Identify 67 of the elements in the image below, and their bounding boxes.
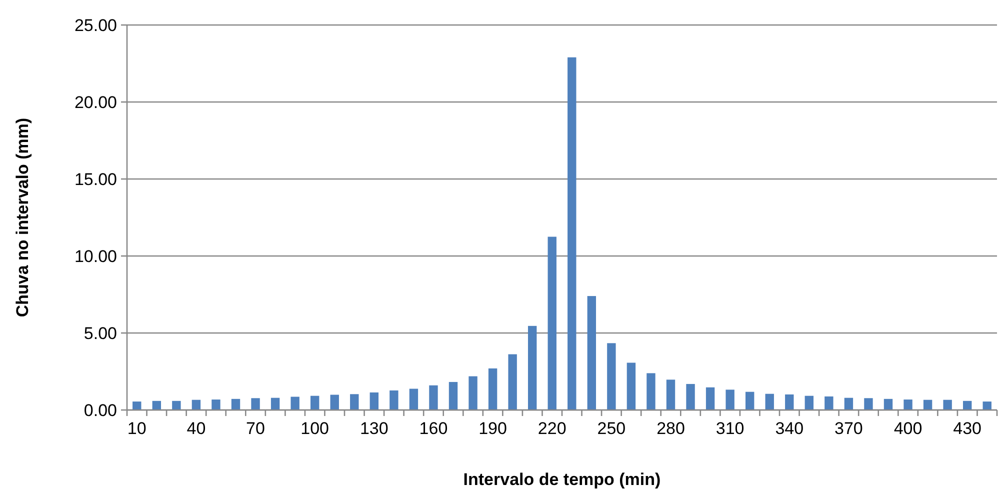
bar <box>884 398 893 410</box>
bar <box>310 396 320 410</box>
bar <box>350 394 359 410</box>
y-tick-label: 25.00 <box>74 16 117 35</box>
x-tick-label: 160 <box>419 419 448 438</box>
bar <box>251 398 260 410</box>
bar <box>192 400 201 410</box>
x-tick-label: 310 <box>716 419 744 438</box>
bar <box>962 400 972 410</box>
bar <box>172 400 181 410</box>
x-axis-title: Intervalo de tempo (min) <box>463 470 661 489</box>
bar <box>904 400 912 410</box>
bar <box>745 392 754 410</box>
bar <box>726 390 734 410</box>
bar <box>231 398 240 410</box>
bar <box>923 400 932 410</box>
bar <box>626 362 636 410</box>
bar <box>132 402 142 410</box>
bar <box>429 385 438 410</box>
bar <box>390 390 398 410</box>
bar <box>488 368 498 410</box>
bar <box>686 384 695 410</box>
bar <box>448 382 458 410</box>
bar <box>468 376 478 410</box>
bar <box>666 380 676 410</box>
bar <box>528 326 537 410</box>
x-tick-label: 400 <box>894 419 922 438</box>
y-tick-label: 15.00 <box>74 170 117 189</box>
bar <box>290 396 300 410</box>
bar <box>844 398 854 410</box>
x-tick-label: 220 <box>538 419 566 438</box>
bar <box>804 396 814 410</box>
y-tick-label: 10.00 <box>74 246 117 266</box>
bar <box>370 392 379 410</box>
bar <box>270 398 280 410</box>
bar <box>212 400 220 410</box>
x-tick-label: 280 <box>656 419 685 438</box>
x-tick-label: 130 <box>360 419 388 438</box>
bar <box>765 394 774 410</box>
x-tick-label: 190 <box>478 419 507 438</box>
bar <box>864 398 873 410</box>
bar <box>706 387 715 410</box>
x-tick-label: 10 <box>127 419 146 438</box>
bar <box>330 394 339 410</box>
y-tick-label: 20.00 <box>74 92 117 112</box>
bar <box>548 236 556 410</box>
bar <box>607 343 616 410</box>
bar <box>982 402 992 410</box>
y-axis-title: Chuva no intervalo (mm) <box>13 118 32 318</box>
x-tick-label: 100 <box>300 419 330 438</box>
bar <box>824 396 834 410</box>
bar <box>646 373 656 410</box>
x-tick-label: 430 <box>953 419 982 438</box>
bar <box>152 400 162 410</box>
bar <box>568 57 576 410</box>
bar <box>943 400 952 410</box>
y-tick-label: 5.00 <box>84 324 117 343</box>
bar <box>785 394 794 410</box>
x-tick-label: 70 <box>246 419 265 438</box>
x-tick-label: 40 <box>186 419 206 438</box>
x-tick-label: 250 <box>597 419 626 438</box>
y-tick-label: 0.00 <box>84 400 117 420</box>
x-tick-label: 340 <box>775 419 804 438</box>
x-tick-label: 370 <box>834 419 863 438</box>
bar <box>409 388 418 410</box>
bar <box>587 296 596 410</box>
bar <box>508 354 517 410</box>
